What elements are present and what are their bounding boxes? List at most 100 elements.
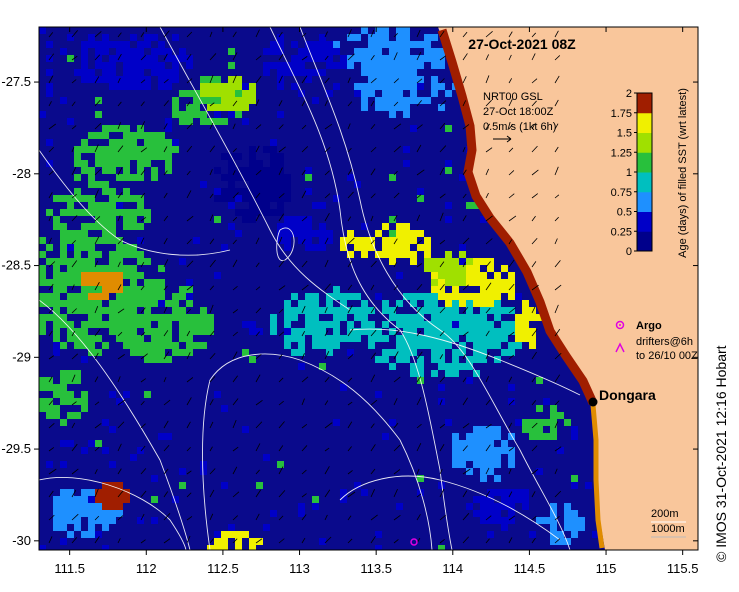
sst-age-cell	[466, 314, 473, 321]
wind-vector	[485, 490, 491, 498]
sst-age-cell	[102, 279, 109, 286]
sst-age-cell	[95, 286, 102, 293]
sst-age-cell	[95, 496, 102, 503]
sst-age-cell	[487, 279, 494, 286]
sst-age-cell	[158, 433, 165, 440]
sst-age-cell	[375, 230, 382, 237]
sst-age-cell	[452, 328, 459, 335]
sst-age-cell	[487, 286, 494, 293]
sst-age-cell	[361, 27, 368, 34]
sst-age-cell	[578, 517, 585, 524]
wind-vector	[508, 259, 515, 268]
lat-tick-label: -27.5	[1, 74, 31, 89]
sst-age-cell	[431, 55, 438, 62]
sst-age-cell	[480, 328, 487, 335]
sst-age-cell	[354, 293, 361, 300]
wind-vector	[48, 32, 54, 38]
sst-age-cell	[494, 272, 501, 279]
sst-age-cell	[466, 202, 473, 209]
wind-vector	[439, 55, 447, 61]
land-mass	[438, 27, 698, 550]
sst-age-cell	[165, 139, 172, 146]
sst-age-cell	[116, 258, 123, 265]
wind-vector	[163, 123, 168, 130]
sst-age-cell	[389, 55, 396, 62]
sst-age-cell	[235, 83, 242, 90]
sst-age-cell	[235, 195, 242, 202]
sst-age-cell	[424, 321, 431, 328]
sst-age-cell	[396, 356, 403, 363]
sst-age-cell	[277, 34, 284, 41]
sst-age-cell	[95, 349, 102, 356]
sst-age-cell	[214, 97, 221, 104]
wind-vector	[209, 238, 215, 245]
sst-age-cell	[522, 300, 529, 307]
sst-age-cell	[137, 76, 144, 83]
sst-age-cell	[424, 300, 431, 307]
sst-age-cell	[95, 62, 102, 69]
wind-vector	[531, 261, 537, 268]
colorbar-tick-label: 1	[626, 167, 632, 179]
wind-vector	[186, 421, 191, 429]
sst-age-cell	[515, 321, 522, 328]
sst-age-cell	[375, 391, 382, 398]
wind-vector	[439, 469, 443, 475]
wind-vector	[370, 444, 376, 452]
sst-age-cell	[487, 510, 494, 517]
latitude-axis: -27.5-28-28.5-29-29.5-30	[1, 74, 698, 548]
sst-age-cell	[410, 97, 417, 104]
sst-age-cell	[284, 188, 291, 195]
wind-vector	[462, 261, 466, 268]
sst-age-cell	[158, 48, 165, 55]
sst-age-cell	[144, 146, 151, 153]
sst-age-cell	[165, 153, 172, 160]
wind-vector	[163, 351, 170, 360]
sst-age-cell	[480, 447, 487, 454]
sst-age-cell	[95, 503, 102, 510]
sst-age-cell	[130, 293, 137, 300]
sst-age-cell	[88, 258, 95, 265]
argo-float-marker	[410, 538, 418, 546]
sst-age-cell	[354, 48, 361, 55]
sst-age-cell	[228, 160, 235, 167]
sst-age-cell	[298, 48, 305, 55]
sst-age-cell	[347, 62, 354, 69]
wind-vector	[140, 445, 146, 452]
wind-vector	[301, 56, 308, 61]
sst-age-cell	[424, 293, 431, 300]
sst-age-cell	[123, 293, 130, 300]
sst-age-cell	[88, 510, 95, 517]
sst-age-cell	[207, 545, 214, 550]
sst-age-cell	[340, 384, 347, 391]
sst-age-cell	[438, 258, 445, 265]
sst-age-cell	[403, 34, 410, 41]
sst-age-cell	[494, 300, 501, 307]
sst-age-cell	[508, 433, 515, 440]
wind-vector	[485, 215, 493, 222]
wind-vector	[324, 100, 328, 107]
sst-age-cell	[522, 419, 529, 426]
sst-age-cell	[228, 83, 235, 90]
sst-age-cell	[74, 153, 81, 160]
wind-vector	[48, 101, 52, 107]
sst-age-cell	[326, 90, 333, 97]
sst-age-cell	[284, 307, 291, 314]
wind-vector	[347, 515, 352, 521]
lat-tick-label: -28	[12, 166, 31, 181]
sst-age-cell	[39, 328, 46, 335]
wind-vector	[347, 538, 353, 544]
sst-age-cell	[403, 223, 410, 230]
sst-age-cell	[95, 300, 102, 307]
sst-age-cell	[291, 307, 298, 314]
wind-vector	[117, 468, 122, 475]
wind-vector	[531, 284, 539, 291]
wind-vector	[416, 423, 422, 429]
sst-age-cell	[347, 230, 354, 237]
sst-age-cell	[291, 41, 298, 48]
sst-age-cell	[487, 293, 494, 300]
sst-age-cell	[270, 328, 277, 335]
wind-vector	[140, 216, 147, 222]
sst-age-cell	[207, 90, 214, 97]
sst-age-cell	[186, 349, 193, 356]
wind-vector	[209, 259, 216, 268]
